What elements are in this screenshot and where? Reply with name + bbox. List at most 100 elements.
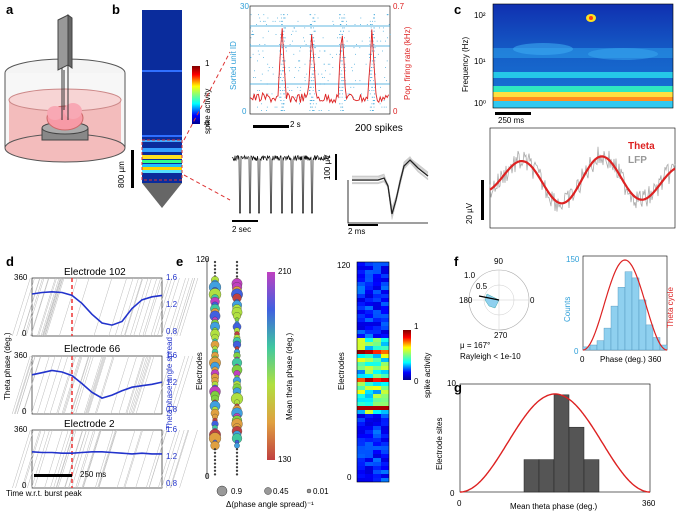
raster-time-scalebar bbox=[253, 125, 289, 128]
heatmap-cell bbox=[357, 462, 365, 466]
size-legend-title: Δ(phase angle spread)⁻¹ bbox=[226, 500, 314, 509]
electrode-bubble bbox=[234, 442, 240, 449]
heatmap-cell bbox=[373, 470, 381, 474]
heatmap-cell bbox=[373, 366, 381, 370]
heatmap-cell bbox=[365, 290, 373, 294]
heatmap-cell bbox=[381, 302, 389, 306]
d-rtick-2-1: 1.2 bbox=[166, 452, 178, 461]
heatmap-cell bbox=[373, 398, 381, 402]
d-time-scalebar bbox=[34, 474, 72, 477]
polar-tick-90: 90 bbox=[494, 257, 503, 266]
heatmap-cell bbox=[381, 342, 389, 346]
phase-hist-bar bbox=[652, 337, 661, 351]
mean-phase-bar bbox=[523, 459, 540, 493]
d-title-0: Electrode 102 bbox=[64, 267, 126, 278]
heatmap-cell bbox=[373, 318, 381, 322]
hist-xtick-0: 0 bbox=[580, 355, 585, 364]
phase-hist-bar bbox=[596, 340, 605, 351]
heatmap-cell bbox=[365, 374, 373, 378]
mea-dish-illustration bbox=[4, 14, 126, 163]
size-legend-markers bbox=[216, 485, 312, 497]
electrode-bubble bbox=[235, 271, 239, 274]
hist-ytick-bottom: 0 bbox=[574, 347, 579, 356]
d-ylabel: Theta phase (deg.) bbox=[3, 332, 12, 400]
hist-ylabel: Counts bbox=[563, 296, 572, 322]
heatmap-cell bbox=[357, 302, 365, 306]
heatmap-cell bbox=[357, 394, 365, 398]
spec-ylabel: Frequency (Hz) bbox=[461, 36, 470, 92]
heatmap-cell bbox=[373, 418, 381, 422]
heatmap-cell bbox=[381, 398, 389, 402]
heatmap-cell bbox=[381, 306, 389, 310]
lfp-volt-scale: 20 µV bbox=[465, 202, 474, 224]
heatmap-cell bbox=[381, 410, 389, 414]
heatmap-cell bbox=[373, 270, 381, 274]
heat-ytick-top: 120 bbox=[337, 261, 351, 270]
d-rtick-1-2: 0.8 bbox=[166, 405, 178, 414]
colorbar-b-bottom-tick: 0 bbox=[205, 119, 210, 128]
electrode-bubble bbox=[235, 451, 239, 454]
heatmap-cell bbox=[357, 358, 365, 362]
heatmap-cell bbox=[373, 478, 381, 482]
heatmap-cell bbox=[365, 378, 373, 382]
raw-voltage-trace bbox=[231, 154, 331, 222]
polar-plot bbox=[468, 269, 530, 331]
heatmap-cell bbox=[373, 450, 381, 454]
heatmap-cell bbox=[357, 366, 365, 370]
heatmap-cell bbox=[357, 322, 365, 326]
heatmap-cell bbox=[357, 346, 365, 350]
electrode-bubble bbox=[235, 268, 239, 271]
hist-xtick-360: 360 bbox=[648, 355, 662, 364]
size-legend-045: 0.45 bbox=[273, 487, 289, 496]
raw-volt-scale: 100 µV bbox=[323, 154, 332, 180]
g-ylabel: Electrode sites bbox=[435, 417, 444, 470]
heatmap-cell bbox=[381, 282, 389, 286]
electrode-bubble bbox=[235, 455, 239, 458]
heatmap-cell bbox=[357, 298, 365, 302]
legend-lfp: LFP bbox=[628, 155, 647, 166]
heatmap-cell bbox=[365, 402, 373, 406]
raster-firing-rate-plot bbox=[249, 5, 391, 115]
heatmap-cell bbox=[357, 270, 365, 274]
heatmap-cell bbox=[357, 402, 365, 406]
heatmap-cell bbox=[357, 458, 365, 462]
heatmap-cell bbox=[357, 410, 365, 414]
heatmap-cell bbox=[381, 314, 389, 318]
d-rtick-1-0: 1.6 bbox=[166, 351, 178, 360]
heatmap-cell bbox=[373, 474, 381, 478]
heatmap-cell bbox=[373, 374, 381, 378]
polar-stat-rayleigh: Rayleigh < 1e-10 bbox=[460, 352, 521, 361]
heatmap-cell bbox=[357, 354, 365, 358]
heatmap-cell bbox=[357, 362, 365, 366]
population-rate-line bbox=[249, 28, 390, 104]
heatmap-cell bbox=[381, 478, 389, 482]
heatmap-cell bbox=[357, 370, 365, 374]
heatmap-cell bbox=[357, 274, 365, 278]
heatmap-cell bbox=[381, 454, 389, 458]
d-rtick-2-0: 1.6 bbox=[166, 425, 178, 434]
panel-b-label: b bbox=[112, 2, 120, 17]
heatmap-cell bbox=[365, 438, 373, 442]
heatmap-cell bbox=[373, 422, 381, 426]
heatmap-cell bbox=[357, 398, 365, 402]
polar-tick-0: 0 bbox=[530, 296, 535, 305]
heatmap-cell bbox=[365, 394, 373, 398]
electrode-bubble bbox=[235, 275, 239, 278]
legend-theta: Theta bbox=[628, 141, 655, 152]
heat-cbar-top: 1 bbox=[414, 322, 419, 331]
spec-time-scalebar bbox=[495, 112, 531, 115]
g-ytick-top: 10 bbox=[447, 379, 456, 388]
heatmap-cell bbox=[365, 426, 373, 430]
probe-activity-map bbox=[141, 10, 183, 208]
heatmap-cell bbox=[365, 382, 373, 386]
heatmap-cell bbox=[365, 390, 373, 394]
heatmap-cell bbox=[381, 366, 389, 370]
probe-zoom-lines bbox=[183, 51, 231, 201]
heatmap-cell bbox=[381, 378, 389, 382]
spikes-title: 200 spikes bbox=[355, 123, 403, 134]
panel-e-label: e bbox=[176, 254, 184, 269]
heatmap-cell bbox=[373, 378, 381, 382]
electrode-bubble bbox=[213, 466, 217, 469]
heatmap-cell bbox=[381, 330, 389, 334]
heatmap-cell bbox=[381, 414, 389, 418]
